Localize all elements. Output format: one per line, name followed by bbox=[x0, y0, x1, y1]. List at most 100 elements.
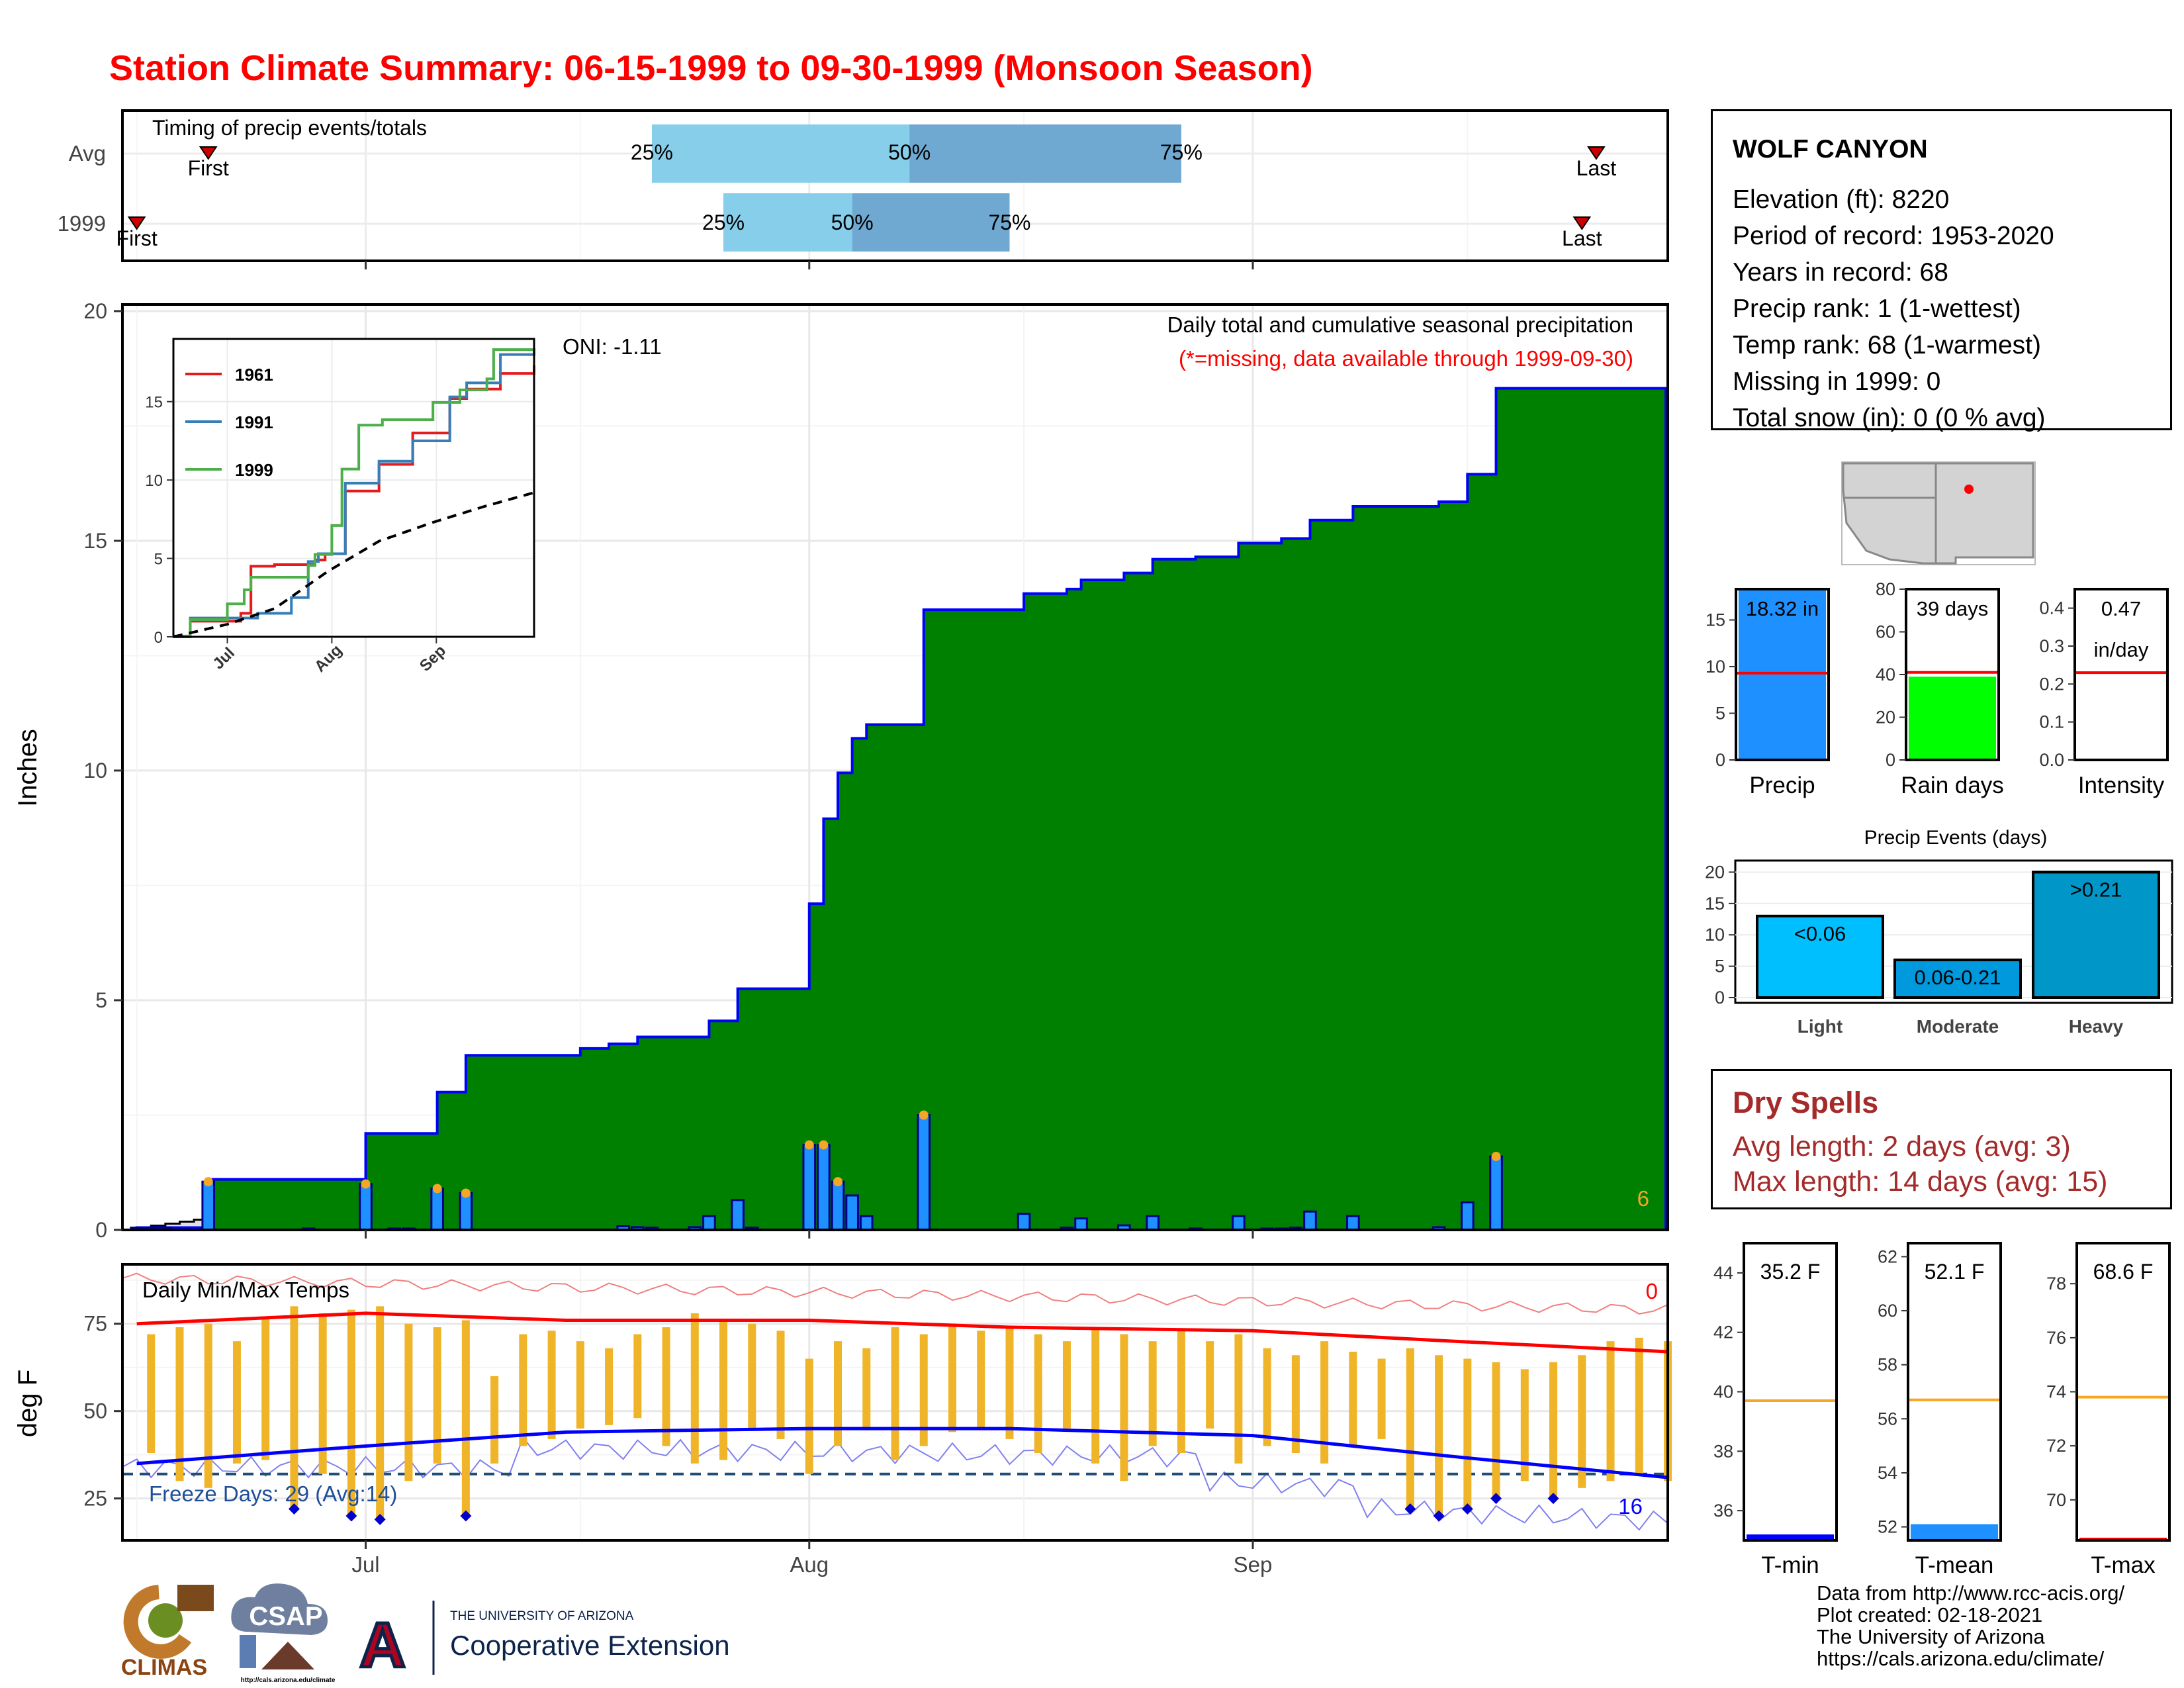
daily-precip-bar bbox=[1017, 1213, 1031, 1231]
daily-precip-bar bbox=[459, 1192, 473, 1231]
station-missing: Missing in 1999: 0 bbox=[1733, 367, 1941, 396]
legend-1991: 1991 bbox=[235, 412, 273, 432]
station-precip-rank: Precip rank: 1 (1-wettest) bbox=[1733, 295, 2021, 323]
cold-count: 16 bbox=[1618, 1494, 1643, 1519]
daily-precip-bar bbox=[859, 1215, 874, 1231]
heavy-precip-marker bbox=[1491, 1151, 1501, 1161]
heavy-precip-marker bbox=[819, 1140, 829, 1150]
x-tick-label: Sep bbox=[1234, 1552, 1273, 1577]
cumulative-precip-area bbox=[135, 387, 1668, 1231]
freeze-marker bbox=[374, 1513, 386, 1525]
temp-bar-ytick-label: 40 bbox=[1713, 1382, 1733, 1402]
daily-temp-bar bbox=[1034, 1334, 1042, 1454]
freeze-marker bbox=[1404, 1503, 1416, 1515]
temp-bar-value: 68.6 F bbox=[2093, 1260, 2154, 1284]
temp-summary-bars: 36 38 40 42 44 35.2 F T-min 52 54 56 58 60 62 52.1 F T… bbox=[1713, 1242, 2171, 1578]
temp-summary-bar bbox=[1747, 1534, 1834, 1540]
temp-title: Daily Min/Max Temps bbox=[142, 1278, 349, 1302]
daily-temp-bar bbox=[919, 1334, 928, 1446]
ua-small-text: THE UNIVERSITY OF ARIZONA bbox=[450, 1609, 634, 1623]
freeze-marker bbox=[460, 1510, 472, 1522]
avg-tmin-line bbox=[136, 1427, 1668, 1479]
mini-ytick-label: 0.2 bbox=[2039, 674, 2064, 694]
first-event-marker bbox=[127, 216, 146, 230]
timing-row-label-year: 1999 bbox=[58, 211, 106, 236]
daily-temp-bar bbox=[318, 1313, 327, 1474]
credit-line: The University of Arizona bbox=[1817, 1625, 2045, 1648]
mini-bar bbox=[1909, 677, 1996, 760]
events-ytick-label: 15 bbox=[1705, 894, 1725, 914]
ua-logo: A THE UNIVERSITY OF ARIZONA Cooperative … bbox=[358, 1601, 730, 1683]
freeze-marker bbox=[1547, 1493, 1559, 1505]
precip-ytick-label: 5 bbox=[95, 988, 107, 1012]
daily-temp-bar bbox=[776, 1331, 785, 1439]
region-shape bbox=[1842, 462, 2034, 565]
x-axis: Jul Aug Sep bbox=[351, 261, 1272, 1577]
events-title: Precip Events (days) bbox=[1864, 827, 2048, 849]
temp-bar-ytick-label: 42 bbox=[1713, 1323, 1733, 1342]
mini-ytick-label: 0.4 bbox=[2039, 598, 2064, 618]
dry-spells-avg: Avg length: 2 days (avg: 3) bbox=[1733, 1131, 2071, 1162]
daily-precip-bar bbox=[1146, 1215, 1160, 1231]
climas-text: CLIMAS bbox=[121, 1655, 207, 1680]
mini-bar-value: 39 days bbox=[1917, 597, 1989, 620]
event-category-label: Moderate bbox=[1917, 1016, 1999, 1037]
event-bar-label: >0.21 bbox=[2070, 878, 2122, 901]
daily-temp-bar bbox=[1549, 1362, 1558, 1499]
inset-average-line bbox=[173, 491, 535, 638]
daily-precip-bar bbox=[802, 1144, 817, 1231]
page-title: Station Climate Summary: 06-15-1999 to 0… bbox=[109, 48, 1313, 88]
mini-bar-value: 0.47 bbox=[2101, 597, 2141, 620]
station-info-box: WOLF CANYON Elevation (ft): 8220 Period … bbox=[1711, 109, 2172, 432]
temp-bar-ytick-label: 58 bbox=[1878, 1355, 1897, 1375]
precip-header: Daily total and cumulative seasonal prec… bbox=[1167, 312, 1633, 337]
event-category-label: Light bbox=[1797, 1016, 1843, 1037]
legend-1961: 1961 bbox=[235, 365, 273, 385]
first-event-label: First bbox=[188, 156, 229, 180]
credit-line: Plot created: 02-18-2021 bbox=[1817, 1603, 2043, 1626]
daily-temp-bar bbox=[1148, 1341, 1157, 1446]
daily-temp-bar bbox=[748, 1323, 756, 1429]
avg-tmax-line bbox=[136, 1311, 1668, 1354]
ua-big-text: Cooperative Extension bbox=[450, 1630, 730, 1661]
station-years: Years in record: 68 bbox=[1733, 258, 1948, 287]
temp-bar-frame bbox=[1908, 1243, 2001, 1540]
daily-temp-bar bbox=[261, 1317, 270, 1460]
daily-temp-bar bbox=[948, 1323, 956, 1432]
daily-temp-bar bbox=[1091, 1327, 1100, 1464]
daily-temp-bar bbox=[1406, 1348, 1414, 1509]
percentile-label: 75% bbox=[988, 211, 1030, 234]
daily-precip-bar bbox=[1232, 1215, 1246, 1231]
temp-bar-label: T-mean bbox=[1915, 1552, 1994, 1578]
daily-temp-bar bbox=[1062, 1341, 1071, 1429]
percentile-label: 50% bbox=[888, 140, 931, 164]
daily-temp-bar bbox=[1206, 1341, 1214, 1429]
daily-precip-bar bbox=[1461, 1201, 1475, 1231]
daily-precip-bar bbox=[1346, 1215, 1360, 1231]
mini-bar-unit: in/day bbox=[2094, 638, 2149, 661]
mini-ytick-label: 15 bbox=[1706, 610, 1725, 630]
temp-bar-ytick-label: 76 bbox=[2046, 1328, 2066, 1348]
event-bar-label: 0.06-0.21 bbox=[1915, 966, 2001, 989]
temp-summary-bar bbox=[2079, 1537, 2167, 1540]
daily-temp-bar bbox=[175, 1327, 184, 1481]
precip-count-label: 6 bbox=[1637, 1186, 1649, 1211]
temp-bar-ytick-label: 52 bbox=[1878, 1517, 1897, 1537]
temp-bar-frame bbox=[2077, 1243, 2169, 1540]
events-ytick-label: 0 bbox=[1715, 988, 1725, 1008]
precip-y-axis: 0 5 10 15 20 bbox=[83, 299, 122, 1242]
temp-bar-ytick-label: 72 bbox=[2046, 1436, 2066, 1456]
daily-precip-bar bbox=[731, 1199, 745, 1231]
daily-temp-bar bbox=[576, 1341, 584, 1429]
dry-spells-box: Dry Spells Avg length: 2 days (avg: 3) M… bbox=[1711, 1069, 2172, 1209]
daily-temp-bar bbox=[519, 1334, 527, 1446]
daily-temp-bar bbox=[1578, 1355, 1586, 1488]
inset-legend: 1961 1991 1999 bbox=[185, 365, 273, 480]
daily-temp-bar bbox=[347, 1309, 355, 1517]
mini-ytick-label: 20 bbox=[1876, 708, 1895, 727]
percentile-label: 25% bbox=[702, 211, 745, 234]
event-bar bbox=[2032, 870, 2160, 999]
temp-bar-ytick-label: 36 bbox=[1713, 1501, 1733, 1521]
event-bar bbox=[1756, 914, 1884, 1000]
temp-bar-ytick-label: 78 bbox=[2046, 1274, 2066, 1293]
